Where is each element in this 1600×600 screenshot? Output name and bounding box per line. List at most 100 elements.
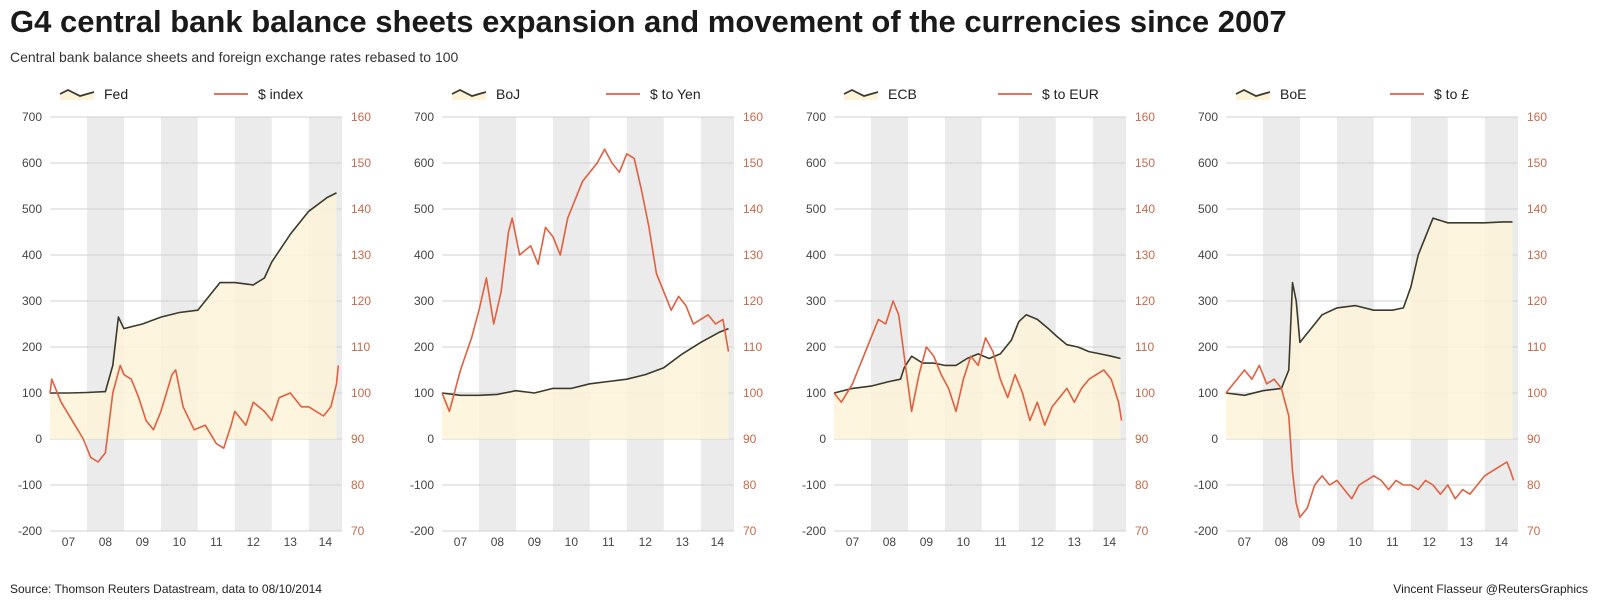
y-left-tick-label: 600 (414, 156, 434, 170)
y-left-tick-label: 600 (806, 156, 826, 170)
x-tick-label: 14 (1495, 535, 1509, 549)
y-right-tick-label: 130 (351, 248, 371, 262)
y-right-tick-label: 80 (743, 478, 757, 492)
y-right-tick-label: 90 (1527, 432, 1541, 446)
balance-area (1226, 218, 1513, 439)
fx-line (833, 300, 1123, 426)
y-right-tick-label: 100 (1527, 386, 1547, 400)
y-right-tick-label: 130 (743, 248, 763, 262)
x-tick-label: 13 (1460, 535, 1474, 549)
y-right-tick-label: 90 (743, 432, 757, 446)
page-subtitle: Central bank balance sheets and foreign … (10, 49, 459, 65)
y-left-tick-label: 600 (22, 156, 42, 170)
y-left-tick-label: 500 (22, 202, 42, 216)
y-left-tick-label: 100 (22, 386, 42, 400)
balance-line (1225, 217, 1513, 397)
fx-line (49, 364, 340, 463)
y-left-tick-label: 300 (806, 294, 826, 308)
legend-balance-label: BoE (1280, 86, 1306, 102)
legend-balance-label: ECB (888, 86, 917, 102)
x-tick-label: 07 (62, 535, 76, 549)
legend-balance-label: Fed (104, 86, 128, 102)
y-right-tick-label: 120 (1527, 294, 1547, 308)
y-right-tick-label: 70 (1135, 524, 1149, 538)
y-left-tick-label: 400 (806, 248, 826, 262)
y-right-tick-label: 130 (1527, 248, 1547, 262)
x-tick-label: 09 (920, 535, 934, 549)
y-left-tick-label: 200 (22, 340, 42, 354)
y-right-tick-label: 140 (351, 202, 371, 216)
y-right-tick-label: 80 (351, 478, 365, 492)
fx-line (1225, 364, 1515, 518)
y-right-tick-label: 110 (351, 340, 370, 354)
y-right-tick-label: 140 (1135, 202, 1155, 216)
y-left-tick-label: 500 (414, 202, 434, 216)
y-left-tick-label: 500 (806, 202, 826, 216)
y-right-tick-label: 100 (1135, 386, 1155, 400)
page-title: G4 central bank balance sheets expansion… (10, 4, 1287, 39)
y-right-tick-label: 90 (1135, 432, 1149, 446)
legend-fx-label: $ index (258, 86, 303, 102)
chart-panel-fed: 700 600 500 400 300 200 100 0 -100 -200 160 150 140 1… (8, 80, 388, 560)
y-left-tick-label: 0 (35, 432, 42, 446)
y-left-tick-label: -100 (1194, 478, 1218, 492)
x-tick-label: 08 (883, 535, 897, 549)
y-right-tick-label: 160 (1135, 110, 1155, 124)
y-right-tick-label: 100 (743, 386, 763, 400)
x-tick-label: 14 (1103, 535, 1117, 549)
chart-svg-ecb: 700 600 500 400 300 200 100 0 -100 -200 160 150 140 1… (802, 86, 1155, 549)
chart-svg-fed: 700 600 500 400 300 200 100 0 -100 -200 160 150 140 1… (18, 86, 371, 549)
chart-svg-boj: 700 600 500 400 300 200 100 0 -100 -200 160 150 140 1… (410, 86, 763, 549)
y-left-tick-label: 100 (806, 386, 826, 400)
y-right-tick-label: 160 (351, 110, 371, 124)
x-tick-label: 14 (711, 535, 725, 549)
y-right-tick-label: 160 (743, 110, 763, 124)
y-left-tick-label: 300 (22, 294, 42, 308)
credit-note: Vincent Flasseur @ReutersGraphics (1393, 582, 1588, 596)
year-band-14 (1092, 117, 1126, 531)
x-tick-label: 10 (173, 535, 187, 549)
y-left-tick-label: 400 (1198, 248, 1218, 262)
balance-line (50, 192, 337, 394)
x-tick-label: 11 (210, 535, 223, 549)
y-right-tick-label: 150 (351, 156, 371, 170)
y-left-tick-label: -100 (18, 478, 42, 492)
balance-line (833, 314, 1121, 394)
year-band-10 (552, 117, 590, 531)
balance-area (50, 192, 337, 439)
x-tick-label: 12 (1031, 535, 1045, 549)
y-right-tick-label: 150 (743, 156, 763, 170)
y-right-tick-label: 70 (743, 524, 757, 538)
y-left-tick-label: 300 (1198, 294, 1218, 308)
x-tick-label: 13 (284, 535, 298, 549)
year-band-10 (944, 117, 982, 531)
y-right-tick-label: 150 (1135, 156, 1155, 170)
x-tick-label: 10 (957, 535, 971, 549)
y-left-tick-label: -200 (802, 524, 826, 538)
balance-area (442, 328, 729, 439)
x-tick-label: 11 (1386, 535, 1399, 549)
x-tick-label: 13 (676, 535, 690, 549)
y-left-tick-label: -200 (18, 524, 42, 538)
y-right-tick-label: 140 (743, 202, 763, 216)
x-tick-label: 11 (994, 535, 1007, 549)
source-note: Source: Thomson Reuters Datastream, data… (10, 582, 322, 596)
chart-svg-boe: 700 600 500 400 300 200 100 0 -100 -200 160 150 140 1… (1194, 86, 1547, 549)
y-left-tick-label: 600 (1198, 156, 1218, 170)
x-tick-label: 09 (136, 535, 150, 549)
x-tick-label: 13 (1068, 535, 1082, 549)
x-tick-label: 07 (1238, 535, 1252, 549)
y-left-tick-label: -100 (410, 478, 434, 492)
y-left-tick-label: 0 (1211, 432, 1218, 446)
x-tick-label: 12 (639, 535, 653, 549)
y-right-tick-label: 160 (1527, 110, 1547, 124)
y-right-tick-label: 80 (1527, 478, 1541, 492)
y-left-tick-label: 700 (806, 110, 826, 124)
x-tick-label: 08 (1275, 535, 1289, 549)
y-left-tick-label: 500 (1198, 202, 1218, 216)
y-left-tick-label: 700 (1198, 110, 1218, 124)
y-left-tick-label: 200 (1198, 340, 1218, 354)
y-left-tick-label: -200 (410, 524, 434, 538)
balance-line (441, 327, 729, 397)
y-left-tick-label: -100 (802, 478, 826, 492)
